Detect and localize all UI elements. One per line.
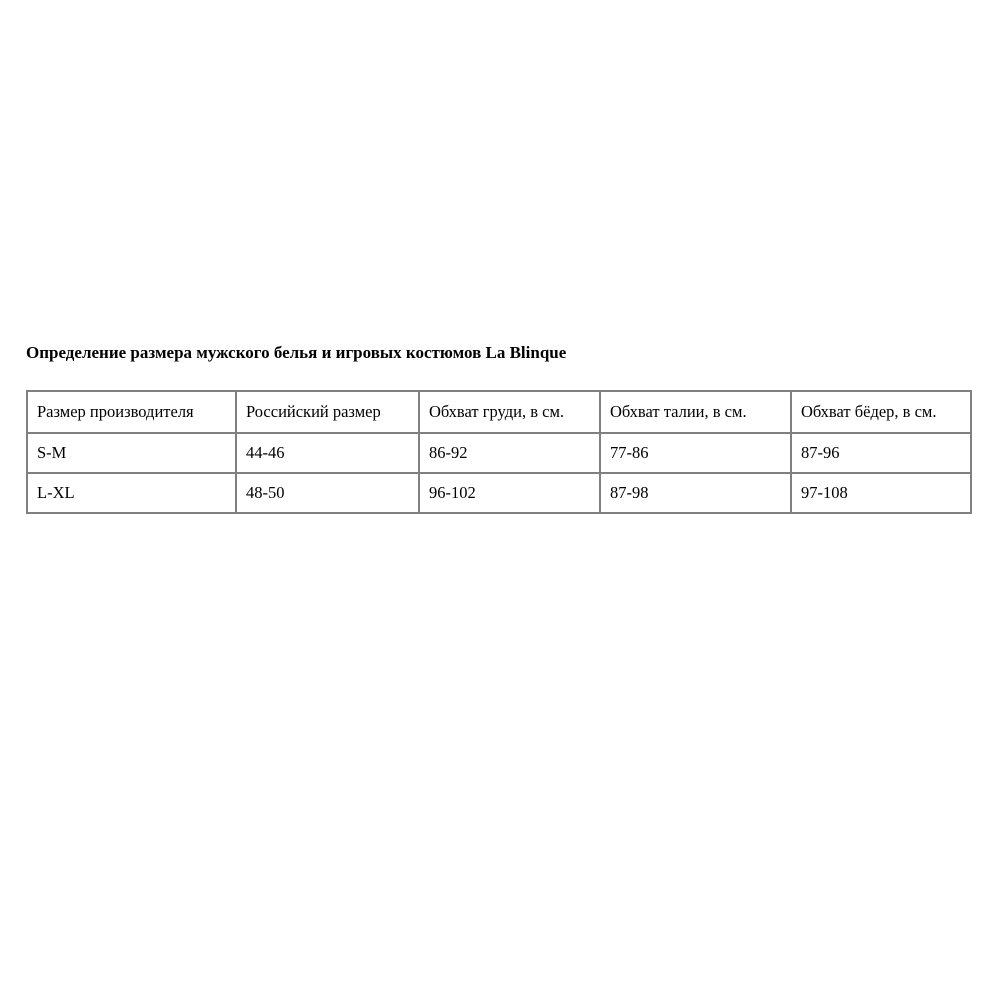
column-header-waist: Обхват талии, в см.	[599, 390, 792, 434]
column-header-manufacturer-size: Размер производителя	[26, 390, 237, 434]
size-table: Размер производителя Российский размер О…	[26, 390, 972, 514]
table-cell-chest: 86-92	[418, 432, 601, 474]
column-header-hips: Обхват бёдер, в см.	[790, 390, 972, 434]
table-cell-hips: 87-96	[790, 432, 972, 474]
header-row: Размер производителя Российский размер О…	[26, 390, 972, 434]
table-cell-size: L-XL	[26, 472, 237, 514]
table-row: L-XL 48-50 96-102 87-98 97-108	[26, 472, 972, 514]
table-cell-russian-size: 44-46	[235, 432, 420, 474]
table-cell-waist: 77-86	[599, 432, 792, 474]
page-title: Определение размера мужского белья и игр…	[26, 343, 567, 362]
table-cell-russian-size: 48-50	[235, 472, 420, 514]
column-header-russian-size: Российский размер	[235, 390, 420, 434]
content-area: Определение размера мужского белья и игр…	[26, 343, 972, 514]
table-cell-waist: 87-98	[599, 472, 792, 514]
column-header-chest: Обхват груди, в см.	[418, 390, 601, 434]
table-row: S-M 44-46 86-92 77-86 87-96	[26, 432, 972, 474]
table-cell-hips: 97-108	[790, 472, 972, 514]
table-cell-chest: 96-102	[418, 472, 601, 514]
table-cell-size: S-M	[26, 432, 237, 474]
